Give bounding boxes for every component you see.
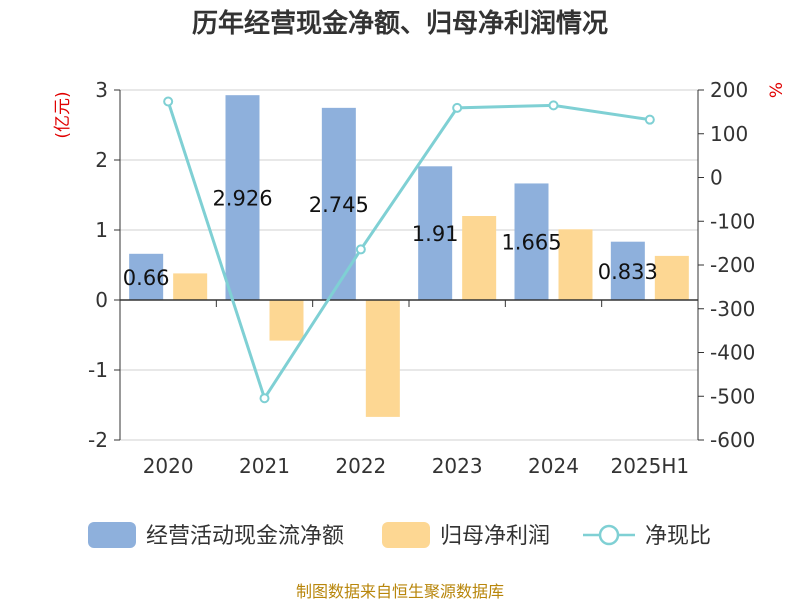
- cash-flow-bar: [225, 95, 260, 301]
- left-tick-label: 0: [95, 288, 108, 312]
- legend-label: 经营活动现金流净额: [146, 524, 344, 549]
- cash-flow-bar: [418, 166, 453, 300]
- cash-flow-value-label: 2.745: [309, 193, 369, 217]
- right-tick-label: -500: [710, 384, 755, 408]
- legend-marker: [598, 524, 620, 546]
- right-tick-label: -200: [710, 253, 755, 277]
- left-tick-label: -1: [88, 358, 108, 382]
- chart-title: 历年经营现金净额、归母净利润情况: [192, 8, 608, 39]
- net-profit-bar: [654, 255, 689, 300]
- net-profit-bar: [173, 273, 208, 300]
- legend-label: 净现比: [645, 524, 711, 549]
- legend: 经营活动现金流净额 归母净利润 净现比: [88, 522, 711, 549]
- right-tick-label: -100: [710, 209, 755, 233]
- right-tick-label: -400: [710, 341, 755, 365]
- ratio-point: [452, 102, 463, 113]
- category-label: 2021: [239, 454, 290, 478]
- left-tick-label: 3: [95, 78, 108, 102]
- category-label: 2023: [432, 454, 483, 478]
- legend-swatch: [88, 522, 136, 548]
- cash-flow-value-label: 0.833: [598, 260, 658, 284]
- ratio-point: [259, 393, 270, 404]
- left-tick-label: 1: [95, 218, 108, 242]
- category-label: 2020: [143, 454, 194, 478]
- net-profit-bar: [269, 300, 304, 341]
- source-note: 制图数据来自恒生聚源数据库: [296, 582, 504, 600]
- legend-swatch: [382, 522, 430, 548]
- right-axis-unit: %: [767, 82, 787, 98]
- ratio-line: [166, 101, 651, 402]
- net-profit-bar: [462, 216, 497, 300]
- data-labels: 0.66 2.926 2.745 1.91 1.665 0.833: [123, 187, 658, 290]
- ratio-line-layer: [163, 96, 655, 404]
- right-tick-label: 0: [710, 166, 723, 190]
- cash-flow-value-label: 0.66: [123, 266, 170, 290]
- legend-label: 归母净利润: [440, 524, 550, 549]
- axes: 3 2 1 0 -1 -2 200 100 0 -100 -200 -300 -400 -500 -600 2…: [88, 78, 755, 478]
- ratio-point: [548, 100, 559, 111]
- net-profit-bar: [365, 300, 400, 417]
- left-tick-label: 2: [95, 148, 108, 172]
- bar-layer: [129, 95, 689, 417]
- category-label: 2024: [528, 454, 579, 478]
- ratio-point: [644, 114, 655, 125]
- net-profit-bar: [558, 229, 593, 300]
- right-tick-label: 200: [710, 78, 748, 102]
- ratio-point: [355, 244, 366, 255]
- right-tick-label: 100: [710, 122, 748, 146]
- right-tick-label: -600: [710, 428, 755, 452]
- cash-flow-value-label: 2.926: [212, 187, 272, 211]
- left-tick-label: -2: [88, 428, 108, 452]
- category-label: 2025H1: [610, 454, 689, 478]
- right-tick-label: -300: [710, 297, 755, 321]
- cash-flow-value-label: 1.665: [501, 231, 561, 255]
- cash-flow-bar: [610, 241, 645, 300]
- category-label: 2022: [335, 454, 386, 478]
- ratio-point: [163, 96, 174, 107]
- cash-flow-value-label: 1.91: [412, 222, 459, 246]
- cash-flow-bar: [514, 183, 549, 300]
- grid-lines: [120, 89, 698, 441]
- cash-flow-bar: [129, 253, 164, 300]
- left-axis-unit: (亿元): [53, 91, 73, 138]
